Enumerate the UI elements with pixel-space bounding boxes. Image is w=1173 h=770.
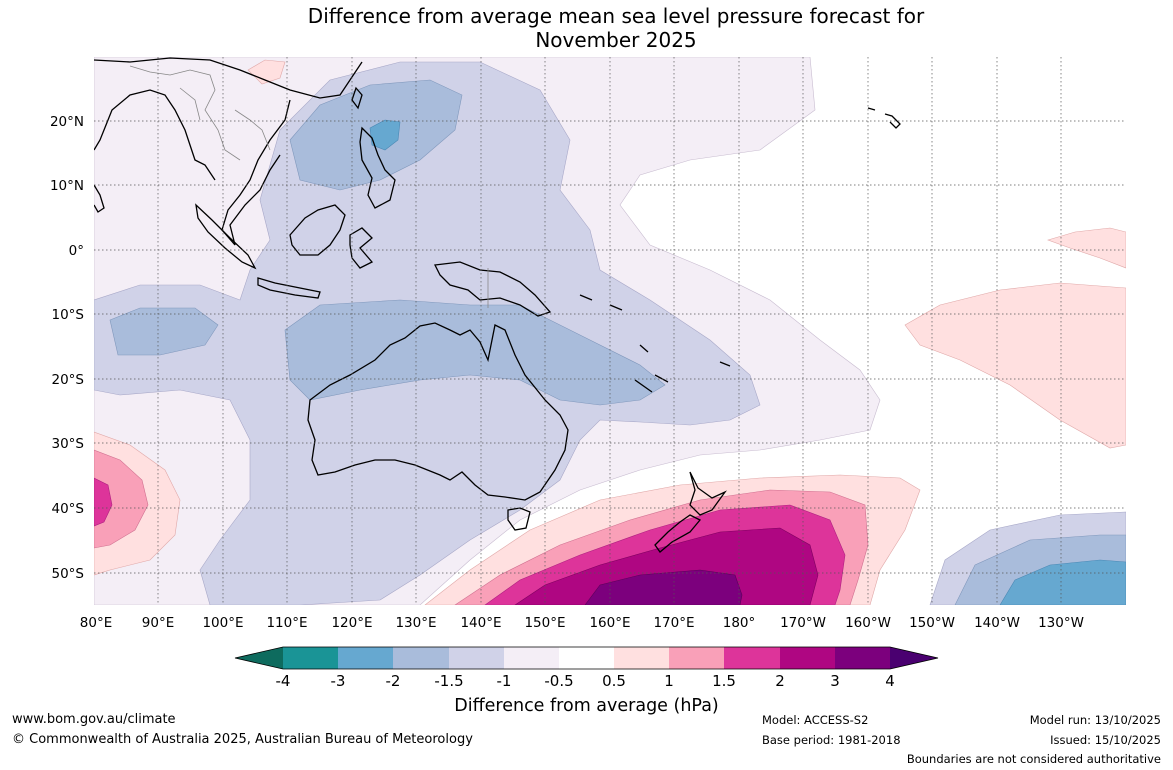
colorbar-cell [835, 647, 890, 669]
lat-label: 20°S [52, 372, 85, 388]
new-guinea-coastline [434, 261, 552, 317]
footer-model-run: Model run: 13/10/2025 [1029, 713, 1161, 727]
lat-label: 10°N [50, 178, 84, 194]
lon-label: 110°E [266, 615, 307, 631]
footer-base-period: Base period: 1981-2018 [762, 733, 901, 747]
map-title-line1: Difference from average mean sea level p… [307, 4, 925, 28]
colorbar-cell [780, 647, 835, 669]
footer-issued: Issued: 15/10/2025 [1050, 733, 1161, 747]
lon-label: 80°E [80, 615, 112, 631]
java-coastline [257, 277, 321, 299]
anomaly-area-minus-1-5-west [109, 307, 219, 356]
sumatra-coastline [195, 203, 257, 270]
lat-label: 40°S [52, 501, 85, 517]
lon-label: 150°W [909, 615, 955, 631]
lat-label: 20°N [50, 114, 84, 130]
latitude-labels: 20°N 10°N 0° 10°S 20°S 30°S 40°S 50°S [50, 114, 84, 582]
australia-coastline [307, 322, 569, 501]
anomaly-area-plus-1-west [94, 449, 149, 549]
india-coastline [94, 184, 105, 213]
anomaly-area-plus-2-south [514, 527, 819, 605]
colorbar-tick: -4 [276, 672, 291, 690]
colorbar-cell [235, 647, 283, 669]
colorbar-tick: 0.5 [602, 672, 626, 690]
colorbar-tick: -2 [386, 672, 401, 690]
lat-label: 10°S [52, 307, 85, 323]
taiwan-coastline [351, 86, 363, 110]
lon-label: 160°W [845, 615, 891, 631]
colorbar-tick: 1 [664, 672, 674, 690]
colorbar-title: Difference from average (hPa) [454, 696, 719, 716]
tasmania-coastline [507, 507, 531, 531]
colorbar-tick: 1.5 [712, 672, 736, 690]
anomaly-area-plus-0-5-east [904, 282, 1126, 449]
anomaly-fields [94, 57, 1126, 605]
anomaly-area-minus-2-southeast [999, 559, 1126, 605]
lat-label: 50°S [52, 566, 85, 582]
footer-copyright: © Commonwealth of Australia 2025, Austra… [12, 732, 473, 747]
footer-disclaimer: Boundaries are not considered authoritat… [906, 752, 1161, 766]
lon-label: 150°E [524, 615, 565, 631]
anomaly-area-plus-3-south [584, 569, 743, 605]
colorbar-cell [559, 647, 614, 669]
lon-label: 180° [723, 615, 756, 631]
lon-label: 90°E [142, 615, 174, 631]
longitude-labels: 80°E 90°E 100°E 110°E 120°E 130°E 140°E … [80, 615, 1084, 631]
footer-url[interactable]: www.bom.gov.au/climate [12, 712, 176, 727]
colorbar: -4 -3 -2 -1.5 -1 -0.5 0.5 1 1.5 2 3 4 [234, 646, 939, 690]
borneo-coastline [289, 204, 346, 256]
anomaly-area-plus-0-5-nw [247, 59, 286, 85]
colorbar-cell [504, 647, 559, 669]
graticule [94, 57, 1126, 605]
footer-model: Model: ACCESS-S2 [762, 713, 869, 727]
lon-label: 170°E [653, 615, 694, 631]
lon-label: 170°W [780, 615, 826, 631]
colorbar-cell [614, 647, 669, 669]
asia-mainland-coastline [94, 57, 363, 246]
colorbar-ticks: -4 -3 -2 -1.5 -1 -0.5 0.5 1 1.5 2 3 4 [276, 672, 895, 690]
colorbar-cell [393, 647, 449, 669]
pacific-islands-coastline [579, 294, 731, 393]
colorbar-cell [283, 647, 338, 669]
colorbar-tick: -0.5 [544, 672, 573, 690]
colorbar-outline [234, 646, 939, 670]
colorbar-tick: 3 [830, 672, 840, 690]
country-boundaries [129, 65, 489, 308]
lon-label: 100°E [202, 615, 243, 631]
coastlines [94, 57, 901, 553]
map-title: Difference from average mean sea level p… [0, 4, 1173, 52]
map-title-line2: November 2025 [535, 28, 697, 52]
colorbar-cell [890, 647, 938, 669]
asia-boundaries [129, 65, 271, 161]
colorbar-cell [338, 647, 393, 669]
lon-label: 160°E [589, 615, 630, 631]
colorbar-cell [724, 647, 780, 669]
lon-label: 120°E [331, 615, 372, 631]
nz-south-island-coastline [654, 514, 702, 553]
hawaii-coastline [867, 107, 901, 129]
lon-label: 140°W [974, 615, 1020, 631]
lon-label: 140°E [460, 615, 501, 631]
nz-north-island-coastline [689, 471, 727, 516]
lon-label: 130°W [1038, 615, 1084, 631]
anomaly-area-plus-1-5-west [94, 477, 113, 527]
lon-label: 130°E [395, 615, 436, 631]
sulawesi-coastline [349, 227, 374, 269]
colorbar-tick: -1.5 [434, 672, 463, 690]
colorbar-tick: -3 [331, 672, 346, 690]
colorbar-cell [449, 647, 504, 669]
colorbar-tick: 4 [885, 672, 895, 690]
colorbar-cell [669, 647, 724, 669]
lat-label: 0° [69, 243, 84, 259]
philippines-coastline [359, 126, 396, 209]
anomaly-area-minus-2-north [369, 119, 401, 151]
lat-label: 30°S [52, 436, 85, 452]
colorbar-tick: 2 [775, 672, 785, 690]
colorbar-tick: -1 [497, 672, 512, 690]
